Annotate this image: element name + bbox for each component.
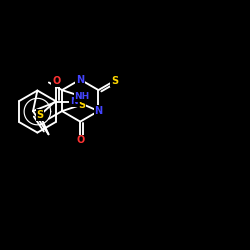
Text: O: O: [76, 135, 84, 145]
Text: S: S: [78, 100, 86, 110]
Text: O: O: [52, 76, 60, 86]
Text: N: N: [94, 106, 102, 116]
Text: S: S: [36, 110, 44, 120]
Text: NH: NH: [70, 97, 85, 106]
Text: N: N: [76, 74, 84, 85]
Text: NH: NH: [74, 92, 90, 101]
Text: S: S: [111, 76, 118, 86]
